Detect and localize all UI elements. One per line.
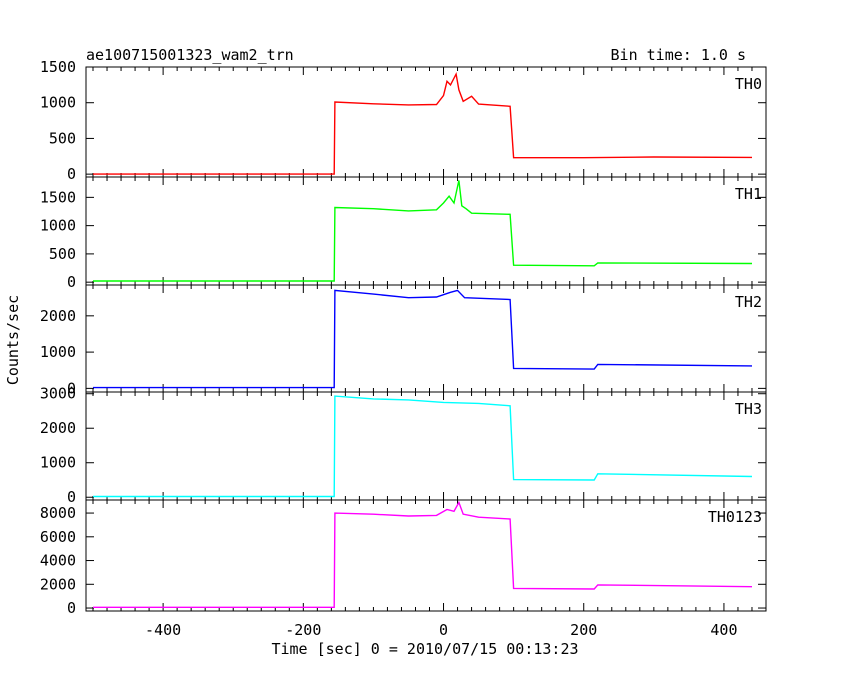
panel-label: TH3 <box>735 400 762 418</box>
x-tick-label: -400 <box>145 621 181 639</box>
series-line-th0123 <box>93 500 753 608</box>
y-axis-label: Counts/sec <box>4 295 22 385</box>
y-tick-label: 0 <box>67 273 76 291</box>
series-line-th1 <box>93 180 753 282</box>
x-tick-label: 200 <box>570 621 597 639</box>
panel-frame <box>85 284 767 393</box>
panel-th0: 0 500 1000 1500 TH0 <box>40 58 767 183</box>
panel-th3: 0 1000 2000 3000 TH3 <box>40 385 767 506</box>
y-tick-label: 1000 <box>40 343 76 361</box>
chart-title: ae100715001323_wam2_trn <box>86 46 294 64</box>
x-tick-label: 0 <box>439 621 448 639</box>
y-tick-label: 0 <box>67 488 76 506</box>
panel-label: TH1 <box>735 185 762 203</box>
y-tick-label: 1000 <box>40 94 76 112</box>
y-tick-label: 3000 <box>40 385 76 403</box>
y-tick-label: 2000 <box>40 307 76 325</box>
panel-label: TH0123 <box>708 508 762 526</box>
panel-th1: 0 500 1000 1500 TH1 <box>40 176 767 291</box>
series-line-th2 <box>93 289 753 389</box>
series-line-th3 <box>93 395 753 498</box>
y-tick-label: 8000 <box>40 504 76 522</box>
y-tick-label: 1000 <box>40 217 76 235</box>
y-tick-label: 0 <box>67 599 76 617</box>
panel-th0123: 0 2000 4000 6000 8000 TH0123 -400 -200 0 200 400 <box>40 499 767 639</box>
panel-frame <box>85 66 767 178</box>
y-tick-label: 1500 <box>40 58 76 76</box>
y-tick-label: 500 <box>49 245 76 263</box>
x-tick-label: 400 <box>710 621 737 639</box>
panel-label: TH2 <box>735 293 762 311</box>
y-tick-label: 1500 <box>40 188 76 206</box>
panel-frame <box>85 391 767 501</box>
bin-time-label: Bin time: 1.0 s <box>611 46 746 64</box>
x-tick-label: -200 <box>285 621 321 639</box>
series-line-th0 <box>93 71 753 175</box>
panel-label: TH0 <box>735 75 762 93</box>
y-tick-label: 4000 <box>40 552 76 570</box>
panel-frame <box>85 499 767 612</box>
x-axis-label: Time [sec] 0 = 2010/07/15 00:13:23 <box>271 640 578 658</box>
y-tick-label: 2000 <box>40 575 76 593</box>
y-tick-label: 1000 <box>40 454 76 472</box>
panel-th2: 0 1000 2000 TH2 <box>40 284 767 397</box>
y-tick-label: 2000 <box>40 419 76 437</box>
y-tick-label: 0 <box>67 379 76 397</box>
y-tick-label: 500 <box>49 129 76 147</box>
panel-frame <box>85 176 767 286</box>
y-tick-label: 0 <box>67 165 76 183</box>
y-tick-label: 6000 <box>40 528 76 546</box>
